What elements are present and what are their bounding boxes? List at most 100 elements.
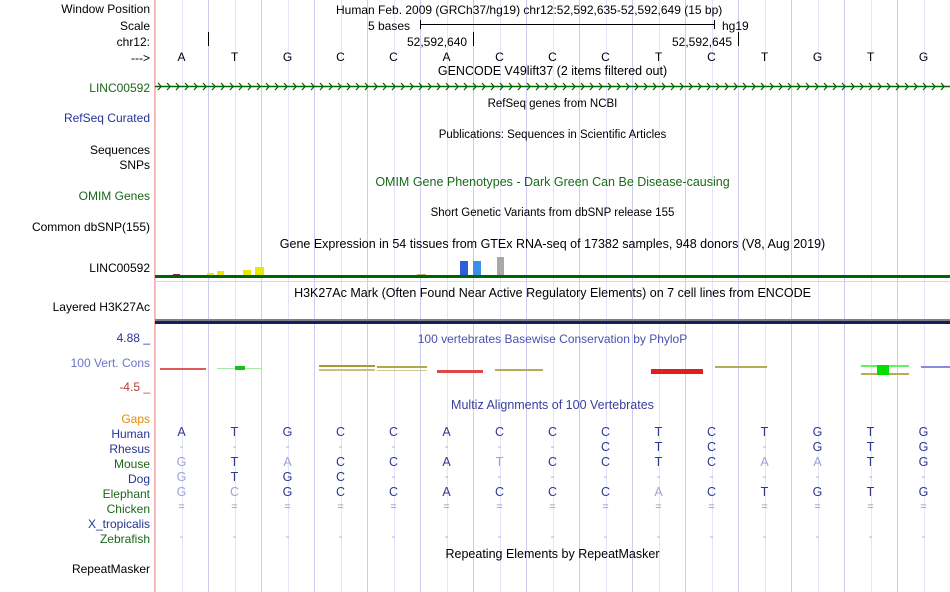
- track-title-conservation[interactable]: 100 vertebrates Basewise Conservation by…: [417, 332, 688, 346]
- scale-text: 5 bases: [368, 19, 411, 33]
- label-species-zebrafish[interactable]: Zebrafish: [99, 532, 150, 546]
- multiz-cell: -: [497, 471, 502, 483]
- ruler-base-6: C: [495, 50, 504, 64]
- multiz-cell: C: [547, 455, 558, 469]
- gridline-minor: [871, 0, 872, 592]
- label-species-mouse[interactable]: Mouse: [113, 457, 150, 471]
- label-track-omim[interactable]: OMIM Genes: [78, 189, 150, 203]
- multiz-cell: -: [179, 531, 184, 543]
- label-track-refseq[interactable]: RefSeq Curated: [63, 111, 150, 125]
- multiz-cell: C: [706, 455, 717, 469]
- multiz-cell: -: [603, 471, 608, 483]
- label-species-x-tropicalis[interactable]: X_tropicalis: [87, 517, 150, 531]
- gridline-major: [844, 0, 845, 592]
- gridline-minor: [553, 0, 554, 592]
- gridlines: [155, 0, 950, 592]
- ruler-base-11: T: [760, 50, 769, 64]
- track-title-publications[interactable]: Publications: Sequences in Scientific Ar…: [438, 129, 667, 141]
- label-track-gencode[interactable]: LINC00592: [89, 81, 150, 95]
- label-track-dbsnp[interactable]: Common dbSNP(155): [31, 220, 150, 234]
- label-scale: Scale: [119, 19, 150, 33]
- ruler-base-2: G: [282, 50, 293, 64]
- track-title-multiz[interactable]: Multiz Alignments of 100 Vertebrates: [451, 398, 654, 412]
- multiz-cell: C: [706, 440, 717, 454]
- track-title-omim[interactable]: OMIM Gene Phenotypes - Dark Green Can Be…: [375, 175, 730, 189]
- multiz-cell: =: [284, 501, 291, 513]
- gridline-major: [579, 0, 580, 592]
- track-title-refseq[interactable]: RefSeq genes from NCBI: [487, 98, 618, 110]
- multiz-cell: C: [706, 485, 717, 499]
- multiz-cell: C: [547, 425, 558, 439]
- multiz-cell: =: [602, 501, 609, 513]
- label-track-conservation[interactable]: 100 Vert. Cons: [70, 356, 150, 370]
- conservation-top-border: [155, 321, 950, 324]
- gridline-minor: [500, 0, 501, 592]
- multiz-cell: -: [232, 531, 237, 543]
- multiz-cell: =: [231, 501, 238, 513]
- multiz-row-chicken[interactable]: = = = = = = = = = = = = = = =: [155, 500, 950, 515]
- label-species-elephant[interactable]: Elephant: [102, 487, 150, 501]
- h3k27ac-bottom-divider: [155, 319, 950, 321]
- ruler-base-12: G: [812, 50, 823, 64]
- multiz-cell: G: [918, 425, 929, 439]
- track-title-gencode[interactable]: GENCODE V49lift37 (2 items filtered out): [437, 64, 668, 78]
- multiz-cell: C: [335, 470, 346, 484]
- coord-left-tick: [473, 32, 474, 46]
- label-track-h3k27ac[interactable]: Layered H3K27Ac: [52, 300, 150, 314]
- label-track-sequences[interactable]: Sequences: [89, 143, 150, 157]
- label-track-snps[interactable]: SNPs: [119, 158, 150, 172]
- multiz-row-zebrafish[interactable]: ---------------: [155, 530, 950, 545]
- multiz-cell: T: [230, 470, 239, 484]
- label-species-chicken[interactable]: Chicken: [106, 502, 150, 516]
- gencode-strand-arrows[interactable]: [155, 82, 950, 91]
- multiz-cell: G: [176, 485, 187, 499]
- label-species-human[interactable]: Human: [111, 427, 150, 441]
- scale-cap-right: [714, 20, 715, 29]
- conservation-segment: [437, 370, 483, 373]
- multiz-cell: =: [814, 501, 821, 513]
- ruler-tick-minor: [208, 32, 209, 46]
- multiz-cell: -: [497, 441, 502, 453]
- label-species-rhesus[interactable]: Rhesus: [109, 442, 150, 456]
- track-label-column: Window Position Scale chr12: ---> LINC00…: [0, 0, 155, 592]
- track-title-h3k27ac[interactable]: H3K27Ac Mark (Often Found Near Active Re…: [294, 286, 811, 300]
- multiz-cell: -: [868, 471, 873, 483]
- label-track-repeatmasker[interactable]: RepeatMasker: [71, 562, 150, 576]
- label-species-dog[interactable]: Dog: [127, 472, 150, 486]
- ruler-base-4: C: [389, 50, 398, 64]
- gridline-major: [738, 0, 739, 592]
- conservation-segment: [160, 368, 206, 370]
- multiz-cell: A: [760, 455, 769, 469]
- multiz-cell: A: [283, 455, 292, 469]
- multiz-cell: C: [494, 485, 505, 499]
- multiz-cell: G: [176, 455, 187, 469]
- multiz-cell: -: [868, 531, 873, 543]
- center-position-marker: [154, 0, 155, 592]
- conservation-wiggle-plot[interactable]: [155, 352, 950, 392]
- multiz-row-x_tropicalis[interactable]: [155, 515, 950, 530]
- track-title-repeatmasker[interactable]: Repeating Elements by RepeatMasker: [445, 547, 660, 561]
- conservation-segment: [921, 366, 950, 368]
- multiz-cell: -: [762, 531, 767, 543]
- multiz-cell: A: [177, 425, 186, 439]
- track-title-gtex[interactable]: Gene Expression in 54 tissues from GTEx …: [279, 237, 826, 251]
- multiz-cell: -: [338, 441, 343, 453]
- gridline-major: [897, 0, 898, 592]
- label-track-gtex[interactable]: LINC00592: [89, 261, 150, 275]
- multiz-cell: -: [391, 531, 396, 543]
- multiz-cell: T: [495, 455, 504, 469]
- multiz-cell: -: [762, 441, 767, 453]
- multiz-cell: T: [654, 455, 663, 469]
- track-title-dbsnp[interactable]: Short Genetic Variants from dbSNP releas…: [430, 207, 675, 219]
- multiz-cell: T: [866, 425, 875, 439]
- multiz-cell: -: [444, 471, 449, 483]
- gridline-minor: [288, 0, 289, 592]
- multiz-cell: C: [335, 455, 346, 469]
- multiz-cell: C: [706, 425, 717, 439]
